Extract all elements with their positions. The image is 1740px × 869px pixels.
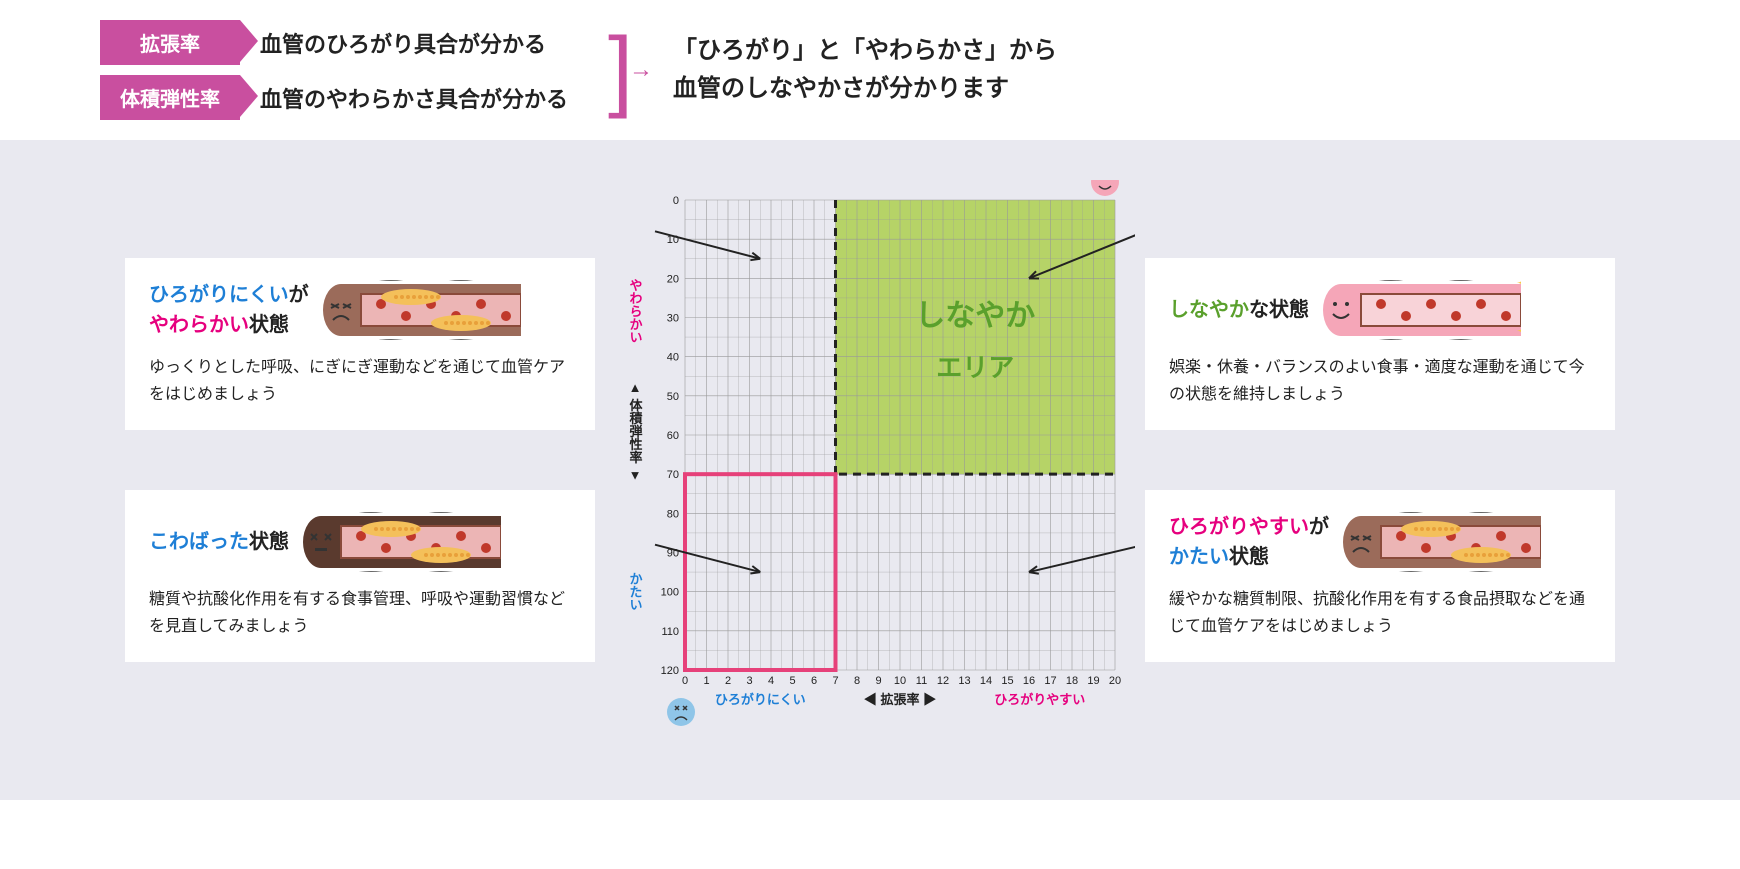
svg-text:100: 100 — [661, 587, 679, 599]
svg-text:しなやか: しなやか — [915, 299, 1035, 332]
svg-text:16: 16 — [1023, 675, 1035, 687]
svg-text:7: 7 — [832, 675, 838, 687]
svg-text:17: 17 — [1044, 675, 1056, 687]
tag-row-1: 体積弾性率 血管のやわらかさ具合が分かる — [100, 75, 568, 120]
tag-expansion: 拡張率 — [100, 20, 240, 65]
tag-row-0: 拡張率 血管のひろがり具合が分かる — [100, 20, 568, 65]
svg-text:13: 13 — [958, 675, 970, 687]
svg-text:1: 1 — [703, 675, 709, 687]
svg-text:4: 4 — [768, 675, 774, 687]
summary-line1: 「ひろがり」と「やわらかさ」から — [673, 37, 1057, 64]
card-top-right: しなやかな状態 ✦✦ 娯楽・休養・バランスのよい食事・適度な運動を通じて今の状態… — [1145, 258, 1615, 430]
svg-text:19: 19 — [1087, 675, 1099, 687]
tag-label: 拡張率 — [140, 34, 200, 56]
svg-text:かたい: かたい — [628, 572, 643, 611]
svg-text:▲ 体積弾性率 ▼: ▲ 体積弾性率 ▼ — [628, 380, 644, 482]
svg-text:0: 0 — [682, 675, 688, 687]
card-title-bl: こわばった状態 — [149, 527, 289, 557]
card-body-br: 緩やかな糖質制限、抗酸化作用を有する食品摂取などを通じて血管ケアをはじめましょう — [1169, 586, 1591, 640]
svg-text:✦: ✦ — [1516, 280, 1521, 295]
tag-elasticity: 体積弾性率 — [100, 75, 240, 120]
header: 拡張率 血管のひろがり具合が分かる 体積弾性率 血管のやわらかさ具合が分かる ]… — [0, 0, 1740, 140]
svg-text:30: 30 — [667, 313, 679, 325]
svg-text:12: 12 — [937, 675, 949, 687]
svg-text:9: 9 — [875, 675, 881, 687]
vessel-illustration-tr: ✦✦ — [1321, 280, 1521, 340]
svg-text:ひろがりやすい: ひろがりやすい — [994, 692, 1085, 707]
tag-label: 体積弾性率 — [120, 89, 220, 111]
card-body-bl: 糖質や抗酸化作用を有する食事管理、呼吸や運動習慣などを見直してみましょう — [149, 586, 571, 640]
vessel-illustration-br — [1341, 512, 1541, 572]
svg-text:60: 60 — [667, 430, 679, 442]
svg-text:◀ 拡張率 ▶: ◀ 拡張率 ▶ — [864, 692, 936, 707]
card-top-left: ひろがりにくいがやわらかい状態 ゆっくりとした呼吸、にぎにぎ運動などを通じて血管… — [125, 258, 595, 430]
tag-desc-1: 血管のやわらかさ具合が分かる — [260, 82, 568, 114]
card-body-tl: ゆっくりとした呼吸、にぎにぎ運動などを通じて血管ケアをはじめましょう — [149, 354, 571, 408]
svg-text:2: 2 — [725, 675, 731, 687]
svg-text:10: 10 — [894, 675, 906, 687]
quadrant-chart: しなやかエリア012345678910111213141516171819200… — [605, 180, 1135, 740]
svg-text:18: 18 — [1066, 675, 1078, 687]
svg-text:14: 14 — [980, 675, 992, 687]
card-bottom-right: ひろがりやすいがかたい状態 緩やかな糖質制限、抗酸化作用を有する食品摂取などを通… — [1145, 490, 1615, 662]
svg-text:ひろがりにくい: ひろがりにくい — [715, 692, 806, 707]
card-body-tr: 娯楽・休養・バランスのよい食事・適度な運動を通じて今の状態を維持しましょう — [1169, 354, 1591, 408]
bracket-icon: ] — [608, 25, 633, 115]
vessel-illustration-bl — [301, 512, 501, 572]
svg-text:40: 40 — [667, 352, 679, 364]
svg-text:エリア: エリア — [936, 353, 1014, 382]
chart-svg: しなやかエリア012345678910111213141516171819200… — [605, 180, 1135, 740]
tag-group: 拡張率 血管のひろがり具合が分かる 体積弾性率 血管のやわらかさ具合が分かる — [100, 20, 568, 120]
svg-text:6: 6 — [811, 675, 817, 687]
svg-text:8: 8 — [854, 675, 860, 687]
svg-text:11: 11 — [916, 675, 927, 687]
svg-text:✦: ✦ — [1516, 321, 1521, 340]
card-title-tl: ひろがりにくいがやわらかい状態 — [149, 280, 309, 340]
summary-line2: 血管のしなやかさが分かります — [673, 75, 1009, 102]
svg-text:20: 20 — [667, 273, 679, 285]
card-title-br: ひろがりやすいがかたい状態 — [1169, 512, 1329, 572]
card-title-tr: しなやかな状態 — [1169, 295, 1309, 325]
left-column: ひろがりにくいがやわらかい状態 ゆっくりとした呼吸、にぎにぎ運動などを通じて血管… — [125, 258, 595, 663]
svg-text:110: 110 — [661, 626, 679, 638]
tag-desc-0: 血管のひろがり具合が分かる — [260, 27, 546, 59]
card-bottom-left: こわばった状態 糖質や抗酸化作用を有する食事管理、呼吸や運動習慣などを見直してみ… — [125, 490, 595, 662]
vessel-illustration-tl — [321, 280, 521, 340]
svg-text:120: 120 — [661, 665, 679, 677]
svg-text:50: 50 — [667, 391, 679, 403]
main-infographic: ひろがりにくいがやわらかい状態 ゆっくりとした呼吸、にぎにぎ運動などを通じて血管… — [0, 140, 1740, 800]
svg-text:0: 0 — [673, 195, 679, 207]
svg-text:70: 70 — [667, 469, 679, 481]
svg-text:やわらかい: やわらかい — [628, 278, 643, 343]
svg-text:15: 15 — [1001, 675, 1013, 687]
header-summary: 「ひろがり」と「やわらかさ」から 血管のしなやかさが分かります — [673, 32, 1057, 109]
svg-text:3: 3 — [746, 675, 752, 687]
svg-text:20: 20 — [1109, 675, 1121, 687]
svg-text:5: 5 — [789, 675, 795, 687]
right-column: しなやかな状態 ✦✦ 娯楽・休養・バランスのよい食事・適度な運動を通じて今の状態… — [1145, 258, 1615, 663]
svg-text:80: 80 — [667, 508, 679, 520]
